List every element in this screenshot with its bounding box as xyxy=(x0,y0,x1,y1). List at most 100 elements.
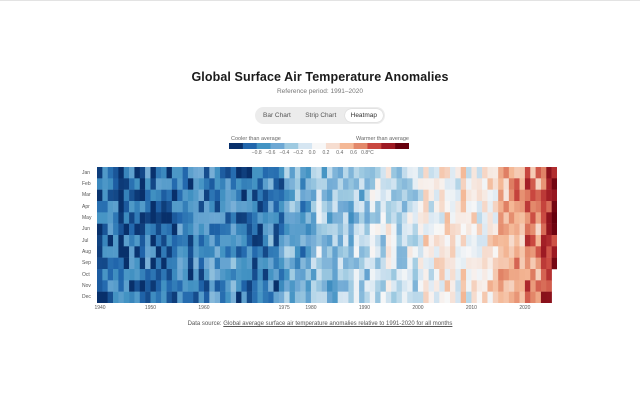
heatmap-cell xyxy=(450,223,456,236)
heatmap-cell xyxy=(546,223,552,236)
heatmap-cell xyxy=(284,235,290,247)
heatmap-cell xyxy=(466,223,472,236)
heatmap-cell xyxy=(187,167,194,179)
heatmap-cell xyxy=(230,178,237,190)
heatmap-cell xyxy=(294,269,301,281)
heatmap-cell xyxy=(310,223,317,236)
heatmap-cell xyxy=(444,212,451,224)
heatmap-cell xyxy=(530,291,536,303)
heatmap-cell xyxy=(193,246,199,258)
heatmap-cell xyxy=(428,167,435,179)
heatmap-cell xyxy=(364,223,371,236)
heatmap-cell xyxy=(145,167,151,179)
heatmap-cell xyxy=(407,167,413,179)
heatmap-cell xyxy=(353,223,360,236)
heatmap-cell xyxy=(182,223,189,236)
heatmap-cell xyxy=(466,178,472,190)
year-axis: 1940 1950 1960 1975 1980 1990 2000 2010 2020 xyxy=(94,303,557,313)
heatmap-cell xyxy=(257,178,264,190)
heatmap-cell xyxy=(407,235,413,247)
heatmap-cell xyxy=(236,223,242,236)
heatmap-cell xyxy=(423,280,429,292)
heatmap-cell xyxy=(327,167,333,179)
heatmap-cell xyxy=(519,269,526,281)
heatmap-cell xyxy=(300,269,306,281)
heatmap-cell xyxy=(252,212,258,224)
heatmap-cell xyxy=(129,212,135,224)
heatmap-cell xyxy=(246,235,253,247)
heatmap-cell xyxy=(278,201,285,213)
heatmap-cell xyxy=(198,189,205,202)
heatmap-cell xyxy=(305,246,312,258)
heatmap-cell xyxy=(102,178,108,190)
legend-cool-label: Cooler than average xyxy=(231,136,281,142)
heatmap-cell xyxy=(487,178,494,190)
heatmap-cell xyxy=(353,269,360,281)
heatmap-cell xyxy=(177,178,183,190)
heatmap-cell xyxy=(455,246,461,258)
heatmap-cell xyxy=(171,223,178,236)
heatmap-cell xyxy=(161,201,167,213)
heatmap-cell xyxy=(503,291,510,303)
heatmap-cell xyxy=(524,246,531,258)
heatmap-cell xyxy=(519,178,526,190)
heatmap-cell xyxy=(214,257,221,270)
tab-bar-chart[interactable]: Bar Chart xyxy=(263,112,291,119)
heatmap-cell xyxy=(546,212,552,224)
heatmap-cell xyxy=(278,235,285,247)
heatmap-cell xyxy=(321,167,328,179)
heatmap-cell xyxy=(524,178,531,190)
heatmap-cell xyxy=(439,257,445,270)
heatmap-cell xyxy=(417,257,424,270)
heatmap-cell xyxy=(236,246,242,258)
heatmap-cell xyxy=(262,269,269,281)
heatmap-cell xyxy=(343,223,349,236)
heatmap-cell xyxy=(546,291,552,303)
heatmap-cell xyxy=(466,280,472,292)
tab-strip-chart[interactable]: Strip Chart xyxy=(305,112,337,119)
heatmap-cell xyxy=(150,291,157,303)
heatmap-cell xyxy=(300,257,306,270)
heatmap-cell xyxy=(498,223,504,236)
heatmap-cell xyxy=(385,269,392,281)
heatmap-cell xyxy=(540,178,547,190)
month-label: Jan xyxy=(82,169,91,176)
heatmap-cell xyxy=(257,212,264,224)
heatmap-cell xyxy=(150,212,157,224)
heatmap-cell xyxy=(145,269,151,281)
heatmap-cell xyxy=(300,280,306,292)
data-source-link[interactable]: Global average surface air temperature a… xyxy=(223,321,453,327)
heatmap-cell xyxy=(284,257,290,270)
tab-heatmap[interactable]: Heatmap xyxy=(344,109,383,122)
heatmap-cell xyxy=(375,212,381,224)
heatmap-cell xyxy=(150,246,157,258)
heatmap-cell xyxy=(487,201,494,213)
heatmap-cell xyxy=(508,235,515,247)
heatmap-cell xyxy=(332,246,338,258)
heatmap-cell xyxy=(198,291,205,303)
heatmap-cell xyxy=(268,201,274,213)
heatmap-cell xyxy=(380,257,387,270)
heatmap-cell xyxy=(524,257,531,270)
heatmap-cell xyxy=(396,291,403,303)
heatmap-cell xyxy=(289,178,296,190)
heatmap-cell xyxy=(487,235,494,247)
heatmap-cell xyxy=(278,257,285,270)
heatmap-cell xyxy=(230,257,237,270)
heatmap-cell xyxy=(524,201,531,213)
heatmap-cell xyxy=(482,235,488,247)
heatmap-cell xyxy=(460,280,467,292)
heatmap-cell xyxy=(220,246,226,258)
heatmap-cell xyxy=(503,189,510,202)
heatmap-cell xyxy=(214,291,221,303)
heatmap-cell xyxy=(113,189,119,202)
heatmap-cell xyxy=(220,167,226,179)
heatmap-cell xyxy=(508,269,515,281)
heatmap-cell xyxy=(220,257,226,270)
heatmap-cell xyxy=(129,201,135,213)
heatmap-cell xyxy=(177,223,183,236)
heatmap-cell xyxy=(546,201,552,213)
heatmap-cell xyxy=(300,223,306,236)
heatmap-cell xyxy=(257,189,264,202)
heatmap-cell xyxy=(316,178,322,190)
